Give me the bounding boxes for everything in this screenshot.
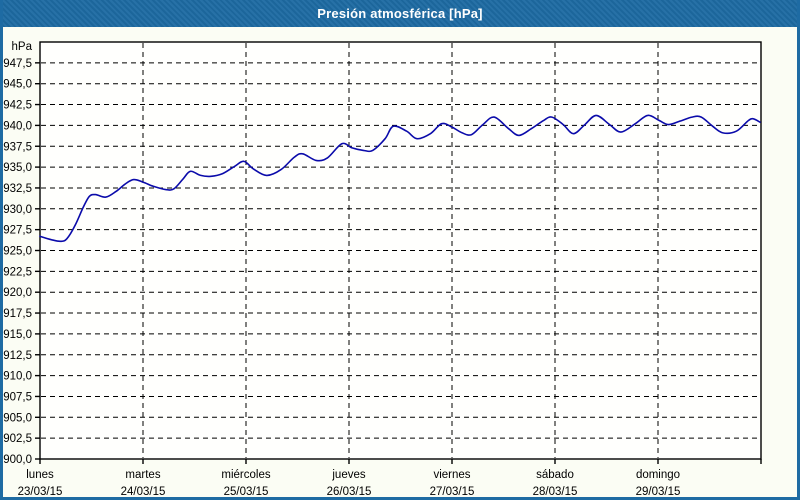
x-day-name-label: miércoles — [221, 469, 270, 481]
window-title: Presión atmosférica [hPa] — [317, 6, 483, 21]
y-tick-label: 945,0 — [3, 79, 32, 91]
y-tick-label: 947,5 — [3, 58, 32, 70]
y-tick-label: 900,0 — [3, 454, 32, 466]
x-day-date-label: 24/03/15 — [121, 486, 166, 497]
y-tick-label: 902,5 — [3, 433, 32, 445]
pressure-line-chart: 947,5 945,0 942,5 940,0 937,5 935,0 932,5 930,0… — [3, 41, 762, 497]
y-tick-label: 912,5 — [3, 350, 32, 362]
y-tick-label: 910,0 — [3, 371, 32, 383]
y-tick-label: 935,0 — [3, 162, 32, 174]
x-day-date-label: 26/03/15 — [327, 486, 372, 497]
plot-background — [39, 41, 762, 460]
y-tick-label: 915,0 — [3, 329, 32, 341]
y-tick-label: 942,5 — [3, 100, 32, 112]
y-tick-label: 930,0 — [3, 204, 32, 216]
x-day-name-label: viernes — [433, 469, 470, 481]
y-tick-label: 940,0 — [3, 120, 32, 132]
y-tick-label: 937,5 — [3, 141, 32, 153]
x-day-date-label: 29/03/15 — [636, 486, 681, 497]
x-day-name-label: lunes — [26, 469, 54, 481]
x-day-date-label: 28/03/15 — [533, 486, 578, 497]
y-tick-label: 907,5 — [3, 391, 32, 403]
x-day-date-label: 27/03/15 — [430, 486, 475, 497]
x-day-date-label: 23/03/15 — [18, 486, 63, 497]
pressure-series-line — [39, 114, 761, 243]
y-tick-label: 922,5 — [3, 266, 32, 278]
chart-area: 947,5 945,0 942,5 940,0 937,5 935,0 932,5 930,0… — [3, 27, 797, 497]
x-day-date-label: 25/03/15 — [224, 486, 269, 497]
y-tick-label: 920,0 — [3, 287, 32, 299]
y-tick-label: 905,0 — [3, 412, 32, 424]
y-tick-label: 925,0 — [3, 246, 32, 258]
x-day-name-label: jueves — [331, 469, 365, 481]
y-tick-label: 917,5 — [3, 308, 32, 320]
y-axis-unit-label: hPa — [12, 41, 33, 53]
x-day-name-label: domingo — [636, 469, 680, 481]
window-titlebar: Presión atmosférica [hPa] — [3, 0, 797, 27]
y-tick-label: 932,5 — [3, 183, 32, 195]
x-day-name-label: sábado — [536, 469, 574, 481]
y-tick-label: 927,5 — [3, 225, 32, 237]
x-day-name-label: martes — [125, 469, 160, 481]
